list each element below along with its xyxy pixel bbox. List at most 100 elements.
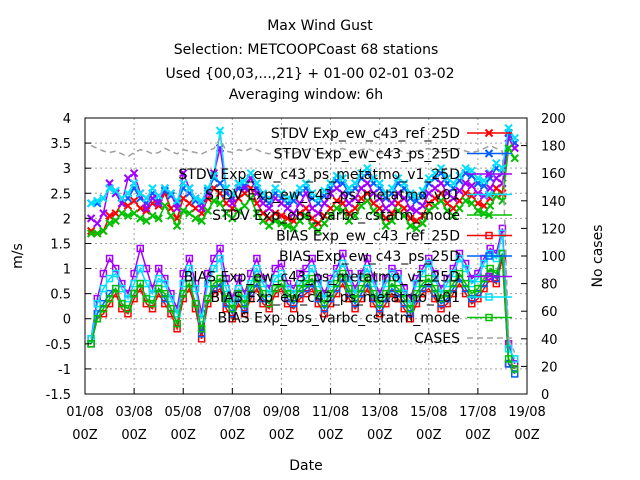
- x-tick-label-3: 07/08: [214, 405, 251, 420]
- data-point-9-60: [455, 269, 464, 278]
- data-point-4-45: [363, 196, 372, 206]
- data-point-5-38: [320, 309, 329, 318]
- data-point-4-61: [461, 196, 470, 206]
- data-point-7-55: [425, 254, 433, 263]
- data-point-9-49: [388, 279, 396, 288]
- data-point-3-63: [473, 174, 483, 183]
- data-point-5-14: [173, 325, 181, 333]
- data-point-2-15: [179, 168, 188, 178]
- data-point-3-35: [301, 179, 311, 188]
- data-point-8-28: [259, 279, 267, 288]
- data-point-9-6: [124, 304, 132, 313]
- data-point-4-30: [271, 216, 280, 226]
- x-tick-sublabel-7: 00Z: [416, 428, 442, 443]
- chart-title: Max Wind Gust Selection: METCOOPCoast 68…: [165, 18, 454, 103]
- data-point-9-15: [179, 289, 187, 298]
- data-point-6-23: [228, 309, 237, 318]
- data-point-2-33: [289, 209, 298, 218]
- data-point-9-47: [375, 299, 384, 308]
- x-tick-label-4: 09/08: [263, 405, 300, 420]
- series-3: [86, 123, 519, 208]
- data-point-3-3: [105, 184, 114, 193]
- data-point-9-33: [289, 294, 298, 303]
- data-point-4-10: [148, 211, 157, 221]
- y2-tick-label-8: 160: [541, 167, 566, 182]
- data-point-7-16: [185, 254, 194, 263]
- data-point-8-2: [99, 284, 108, 293]
- data-point-0-37: [314, 219, 323, 228]
- legend-label-3: STDV Exp_ew_c43_ps_metatmo_v01: [205, 188, 460, 204]
- data-point-2-18: [197, 204, 206, 213]
- data-point-5-62: [468, 299, 476, 308]
- x-tick-label-1: 03/08: [115, 405, 152, 420]
- data-point-3-41: [338, 174, 348, 183]
- legend-marker-4: [484, 210, 494, 220]
- data-point-8-13: [167, 294, 175, 303]
- y-tick-label-3: 0: [63, 313, 71, 328]
- data-point-3-0: [86, 199, 96, 208]
- x-tick-sublabel-6: 00Z: [367, 428, 393, 443]
- data-point-4-3: [105, 219, 114, 228]
- data-point-9-45: [363, 274, 372, 283]
- data-point-9-14: [173, 319, 181, 328]
- data-point-9-44: [357, 284, 365, 293]
- legend-label-5: BIAS Exp_ew_c43_ref_25D: [276, 229, 460, 245]
- data-point-7-8: [136, 244, 144, 253]
- data-point-8-37: [314, 279, 323, 288]
- y-tick-label-5: 1: [63, 263, 71, 278]
- data-point-3-10: [148, 184, 157, 193]
- data-point-7-7: [130, 269, 138, 278]
- data-point-8-55: [425, 259, 433, 268]
- data-point-6-38: [320, 304, 329, 313]
- data-point-5-29: [265, 304, 273, 313]
- data-point-9-21: [216, 274, 224, 283]
- data-point-4-63: [473, 206, 483, 216]
- data-point-9-4: [111, 284, 120, 293]
- data-point-6-66: [492, 274, 501, 283]
- data-point-9-42: [345, 284, 353, 293]
- data-point-4-47: [375, 211, 384, 221]
- data-point-2-1: [93, 219, 102, 228]
- data-point-4-54: [418, 219, 427, 228]
- series-line-10: [90, 137, 516, 353]
- y2-tick-label-9: 180: [541, 140, 566, 155]
- y2-axis-label: No cases: [590, 225, 606, 288]
- data-point-0-38: [320, 211, 329, 221]
- data-point-4-38: [320, 219, 329, 228]
- x-tick-label-2: 05/08: [164, 405, 201, 420]
- data-point-6-20: [210, 284, 218, 293]
- title-line-4: Averaging window: 6h: [229, 87, 383, 103]
- data-point-8-20: [210, 264, 218, 273]
- data-point-6-62: [468, 294, 476, 303]
- title-line-3: Used {00,03,...,21} + 01-00 02-01 03-02: [165, 66, 454, 82]
- data-point-9-68: [504, 355, 513, 363]
- y-tick-label-11: 4: [63, 112, 71, 127]
- data-point-7-1: [93, 294, 102, 303]
- legend-marker-8: [485, 293, 493, 301]
- data-point-9-43: [351, 294, 359, 303]
- data-point-6-18: [197, 330, 206, 338]
- data-point-2-11: [154, 199, 163, 208]
- data-point-8-27: [253, 264, 261, 273]
- data-point-9-46: [369, 289, 378, 298]
- legend-label-10: CASES: [414, 331, 460, 347]
- data-point-4-39: [326, 211, 335, 221]
- y-tick-label-10: 3.5: [50, 137, 71, 152]
- data-point-7-27: [253, 254, 261, 263]
- data-point-3-59: [449, 179, 458, 188]
- y2-tick-label-7: 140: [541, 195, 566, 210]
- data-point-9-9: [142, 294, 151, 303]
- data-point-4-19: [203, 206, 212, 216]
- data-point-3-40: [332, 171, 341, 180]
- y2-tick-label-1: 20: [541, 360, 558, 375]
- x-tick-sublabel-8: 00Z: [465, 428, 491, 443]
- data-point-7-45: [363, 254, 372, 263]
- data-point-9-39: [326, 289, 335, 298]
- data-point-3-45: [363, 163, 372, 173]
- x-tick-sublabel-2: 00Z: [170, 428, 196, 443]
- data-point-9-25: [240, 299, 249, 308]
- data-point-3-39: [326, 179, 335, 188]
- data-point-7-36: [308, 254, 316, 263]
- data-point-4-51: [400, 211, 409, 221]
- data-point-4-11: [154, 214, 163, 223]
